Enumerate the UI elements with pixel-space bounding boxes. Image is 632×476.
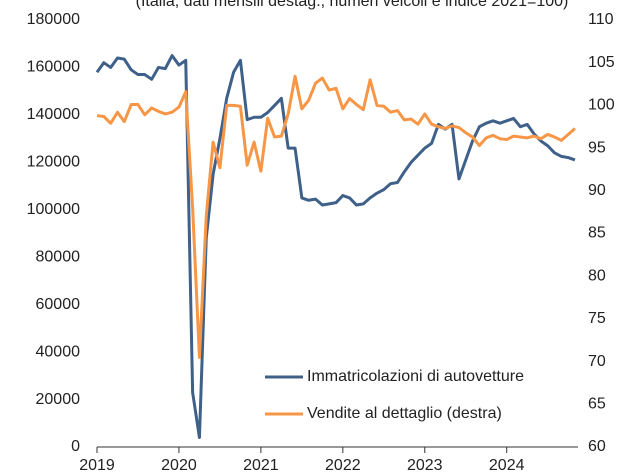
y2-tick-label: 80 <box>588 267 606 284</box>
legend-label: Immatricolazioni di autovetture <box>307 368 524 385</box>
y-tick-label: 160000 <box>27 59 80 76</box>
chart-subtitle: (Italia, dati mensili destag., numeri ve… <box>136 0 569 10</box>
y-tick-label: 120000 <box>27 154 80 171</box>
y-tick-label: 20000 <box>36 391 81 408</box>
y-tick-label: 60000 <box>36 296 81 313</box>
y-tick-label: 180000 <box>27 11 80 28</box>
y-tick-label: 100000 <box>27 201 80 218</box>
data-line <box>95 54 576 440</box>
y-tick-label: 40000 <box>36 343 81 360</box>
x-tick-label: 2020 <box>161 457 197 474</box>
y2-tick-label: 75 <box>588 310 606 327</box>
y2-tick-label: 85 <box>588 225 606 242</box>
x-tick-label: 2022 <box>325 457 361 474</box>
y-tick-label: 0 <box>71 438 80 455</box>
data-line <box>96 74 576 359</box>
y-tick-label: 140000 <box>27 106 80 123</box>
y2-tick-label: 105 <box>588 54 615 71</box>
y2-tick-label: 70 <box>588 353 606 370</box>
x-tick-label: 2019 <box>79 457 115 474</box>
x-tick-label: 2021 <box>243 457 279 474</box>
y2-tick-label: 60 <box>588 438 606 455</box>
legend-label: Vendite al dettaglio (destra) <box>307 405 502 422</box>
y-tick-label: 80000 <box>36 248 81 265</box>
y2-tick-label: 65 <box>588 396 606 413</box>
x-tick-label: 2024 <box>489 457 525 474</box>
x-tick-label: 2023 <box>407 457 443 474</box>
y2-tick-label: 100 <box>588 97 615 114</box>
y2-tick-label: 110 <box>588 11 614 28</box>
y2-tick-label: 95 <box>588 139 606 156</box>
y2-tick-label: 90 <box>588 182 606 199</box>
